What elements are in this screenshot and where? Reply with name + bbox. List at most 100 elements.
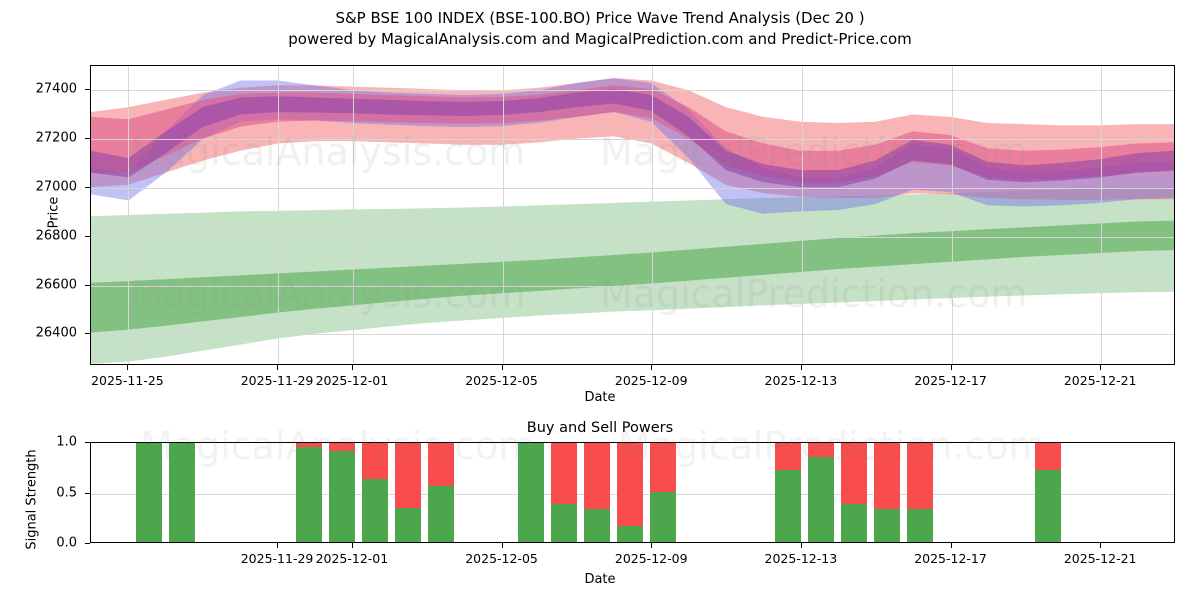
price-band-green-inner-band — [91, 220, 1174, 333]
sell-power-segment — [775, 443, 801, 471]
gridline-vertical — [352, 66, 354, 364]
signal-x-tick-label: 2025-12-05 — [465, 551, 538, 566]
gridline-vertical — [652, 66, 654, 364]
sell-power-segment — [296, 443, 322, 448]
price-x-tick-label: 2025-12-05 — [465, 373, 538, 388]
buy-power-segment — [874, 508, 900, 542]
signal-bar[interactable] — [1035, 443, 1061, 542]
price-y-axis-title: Price — [46, 196, 62, 229]
sell-power-segment — [907, 443, 933, 509]
gridline-vertical — [951, 66, 953, 364]
signal-bar[interactable] — [874, 443, 900, 542]
buy-power-segment — [841, 503, 867, 542]
page-title: S&P BSE 100 INDEX (BSE-100.BO) Price Wav… — [0, 8, 1200, 50]
signal-bar[interactable] — [841, 443, 867, 542]
buy-power-segment — [617, 525, 643, 542]
signal-bar[interactable] — [584, 443, 610, 542]
signal-bar[interactable] — [428, 443, 454, 542]
price-y-tick-label: 27000 — [35, 179, 77, 195]
signal-x-tick-mark — [950, 543, 952, 548]
price-y-tick-mark — [85, 333, 90, 335]
buy-sell-powers-chart: 0.0 0.5 1.0 2025-11-29 2025-12-01 2025-12-05… — [56, 435, 1175, 566]
sell-power-segment — [1035, 443, 1061, 471]
price-x-tick-mark — [277, 365, 279, 370]
price-x-tick-mark — [1100, 365, 1102, 370]
signal-x-tick-label: 2025-12-01 — [315, 551, 389, 566]
signal-y-tick-mark — [85, 492, 90, 494]
price-wave-chart: 26400 26600 26800 27000 27200 27400 2025-11-2… — [36, 65, 1175, 388]
signal-x-tick-mark — [351, 543, 353, 548]
sell-power-segment — [362, 443, 388, 480]
price-y-tick-mark — [85, 284, 90, 286]
buy-power-segment — [329, 451, 355, 542]
price-x-tick-mark — [651, 365, 653, 370]
gridline-horizontal — [91, 187, 1174, 189]
sell-power-segment — [428, 443, 454, 487]
signal-x-tick-label: 2025-12-13 — [764, 551, 838, 566]
signal-bar[interactable] — [395, 443, 421, 542]
signal-bar[interactable] — [136, 443, 162, 542]
buy-power-segment — [775, 470, 801, 542]
sell-power-segment — [650, 443, 676, 492]
price-y-tick-label: 26400 — [35, 325, 77, 341]
gridline-vertical — [128, 66, 130, 364]
price-y-tick-mark — [85, 89, 90, 91]
signal-x-axis-title: Date — [584, 572, 616, 587]
signal-x-tick-mark — [651, 543, 653, 548]
signal-bar[interactable] — [551, 443, 577, 542]
signal-bar[interactable] — [775, 443, 801, 542]
signal-x-tick-mark — [800, 543, 802, 548]
price-y-tick-mark — [85, 186, 90, 188]
signal-bar[interactable] — [169, 443, 195, 542]
buy-power-segment — [169, 443, 195, 542]
buy-power-segment — [518, 443, 544, 542]
buy-power-segment — [296, 447, 322, 542]
gridline-horizontal — [91, 236, 1174, 238]
signal-x-tick-label: 2025-12-17 — [914, 551, 987, 566]
sell-power-segment — [841, 443, 867, 504]
gridline-horizontal — [91, 90, 1174, 92]
price-x-tick-mark — [501, 365, 503, 370]
signal-y-tick-mark — [85, 543, 90, 544]
gridline-horizontal — [91, 334, 1174, 336]
signal-bar[interactable] — [518, 443, 544, 542]
signal-x-tick-mark — [1100, 543, 1102, 548]
buy-power-segment — [428, 486, 454, 542]
signal-x-tick-label: 2025-11-29 — [240, 551, 314, 566]
signal-y-tick-label: 0.0 — [56, 535, 77, 551]
signal-plot-area — [90, 442, 1175, 543]
buy-power-segment — [136, 443, 162, 542]
price-x-tick-label: 2025-12-09 — [614, 373, 688, 388]
signal-bar[interactable] — [329, 443, 355, 542]
title-line-2: powered by MagicalAnalysis.com and Magic… — [288, 30, 912, 48]
price-band-svg — [91, 78, 1174, 364]
signal-bar[interactable] — [296, 443, 322, 542]
signal-chart-title: Buy and Sell Powers — [526, 420, 674, 436]
price-y-tick-label: 26800 — [35, 228, 77, 244]
gridline-vertical — [278, 66, 280, 364]
buy-power-segment — [584, 508, 610, 542]
gridline-horizontal — [91, 285, 1174, 287]
signal-bar[interactable] — [808, 443, 834, 542]
signal-y-tick-label: 0.5 — [56, 485, 77, 500]
buy-power-segment — [395, 507, 421, 542]
gridline-vertical — [502, 66, 504, 364]
sell-power-segment — [808, 443, 834, 458]
signal-bar[interactable] — [907, 443, 933, 542]
price-y-tick-label: 27400 — [35, 81, 77, 97]
gridline-vertical — [1101, 66, 1103, 364]
price-x-axis-title: Date — [584, 390, 616, 405]
signal-bar[interactable] — [617, 443, 643, 542]
price-y-tick-label: 27200 — [35, 130, 77, 146]
buy-power-segment — [362, 479, 388, 542]
sell-power-segment — [584, 443, 610, 509]
sell-power-segment — [329, 443, 355, 452]
sell-power-segment — [551, 443, 577, 504]
signal-bar[interactable] — [650, 443, 676, 542]
price-x-tick-label: 2025-12-13 — [764, 373, 838, 388]
signal-bar[interactable] — [362, 443, 388, 542]
signal-y-tick-label: 1.0 — [56, 434, 77, 450]
signal-y-tick-mark — [85, 442, 90, 443]
signal-x-tick-label: 2025-12-21 — [1063, 551, 1137, 566]
